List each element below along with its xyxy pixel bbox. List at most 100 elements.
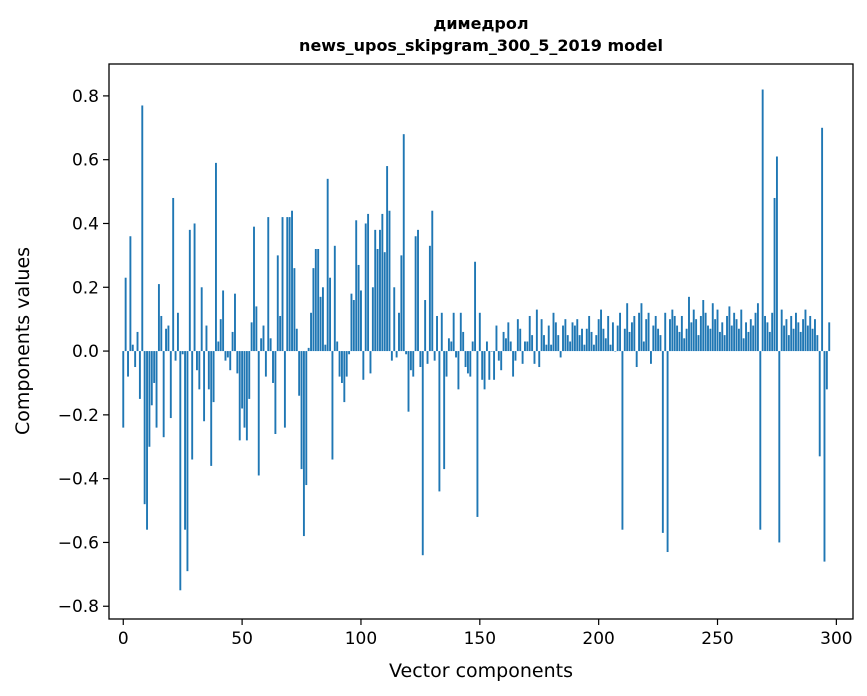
bar <box>490 351 493 352</box>
bar <box>452 312 455 352</box>
bar <box>224 351 227 361</box>
bar <box>300 351 303 470</box>
bar <box>799 331 802 352</box>
bar <box>136 331 139 352</box>
bar <box>350 293 353 352</box>
bar <box>250 322 253 352</box>
bar <box>421 351 424 556</box>
bar <box>488 351 491 380</box>
bar <box>331 351 334 460</box>
bar <box>607 315 610 352</box>
bar <box>321 287 324 352</box>
bar <box>295 328 298 352</box>
bar <box>747 331 750 352</box>
bar <box>742 338 745 352</box>
bar <box>780 309 783 352</box>
bar <box>243 351 246 428</box>
bar <box>148 351 151 447</box>
bar <box>514 351 517 361</box>
bar <box>134 351 137 368</box>
bar <box>505 338 507 352</box>
bar <box>816 335 819 352</box>
bar <box>581 328 583 352</box>
bar <box>122 351 125 428</box>
bar <box>464 351 467 368</box>
bar <box>723 335 726 352</box>
bar <box>376 249 379 352</box>
bar <box>569 341 572 352</box>
bar <box>281 217 284 352</box>
bar <box>165 328 167 352</box>
y-tick-label: 0.6 <box>72 151 99 171</box>
bar <box>635 351 638 368</box>
bar <box>324 344 327 352</box>
x-tick-label: 50 <box>231 629 253 649</box>
bar <box>402 134 405 352</box>
bar <box>688 296 690 352</box>
y-tick-label: 0.4 <box>72 214 99 234</box>
bar <box>369 351 372 374</box>
bar <box>167 325 170 352</box>
bar <box>129 236 132 352</box>
bar <box>274 351 277 434</box>
bar <box>497 351 500 361</box>
bar <box>571 322 574 352</box>
bar <box>735 319 738 352</box>
bar <box>611 322 614 352</box>
bar <box>619 312 621 352</box>
bar <box>226 351 229 358</box>
bar <box>559 351 562 358</box>
bar <box>524 341 526 352</box>
bar <box>626 303 629 352</box>
bar <box>749 319 752 352</box>
bar <box>695 319 698 352</box>
bar <box>317 249 320 352</box>
bar <box>393 287 396 352</box>
bar <box>509 341 512 352</box>
bar <box>236 351 239 374</box>
y-tick-label: 0.8 <box>72 87 99 107</box>
bar <box>307 347 310 352</box>
bar <box>426 351 429 364</box>
bar <box>614 351 617 352</box>
bar <box>388 210 391 352</box>
bar <box>661 351 664 533</box>
bar <box>566 335 569 352</box>
bar <box>756 303 759 352</box>
bar <box>248 351 251 399</box>
bar <box>630 322 633 352</box>
y-tick-label: −0.2 <box>58 406 99 426</box>
bar <box>215 162 217 352</box>
bar <box>737 328 740 352</box>
bar <box>642 341 645 352</box>
bar <box>702 300 705 352</box>
bar <box>312 268 315 352</box>
bar <box>754 312 757 352</box>
bar <box>557 335 560 352</box>
bar <box>172 197 175 352</box>
bar <box>766 322 769 352</box>
bar <box>162 351 165 438</box>
bar <box>443 351 446 470</box>
bar <box>153 351 156 383</box>
bar <box>205 325 208 352</box>
bar <box>229 351 232 371</box>
bar <box>797 322 800 352</box>
x-tick-label: 150 <box>464 629 496 649</box>
bar <box>210 351 213 466</box>
bar <box>343 351 346 403</box>
bar <box>407 351 410 412</box>
bar <box>692 309 695 352</box>
bar <box>778 351 781 543</box>
bar <box>583 344 586 352</box>
bar <box>485 341 488 352</box>
bar <box>155 351 158 428</box>
bar <box>704 312 707 352</box>
bar <box>676 325 679 352</box>
bar <box>564 319 567 352</box>
bar <box>669 319 671 352</box>
bar <box>795 312 797 352</box>
bar <box>267 217 270 352</box>
bar <box>333 245 336 352</box>
